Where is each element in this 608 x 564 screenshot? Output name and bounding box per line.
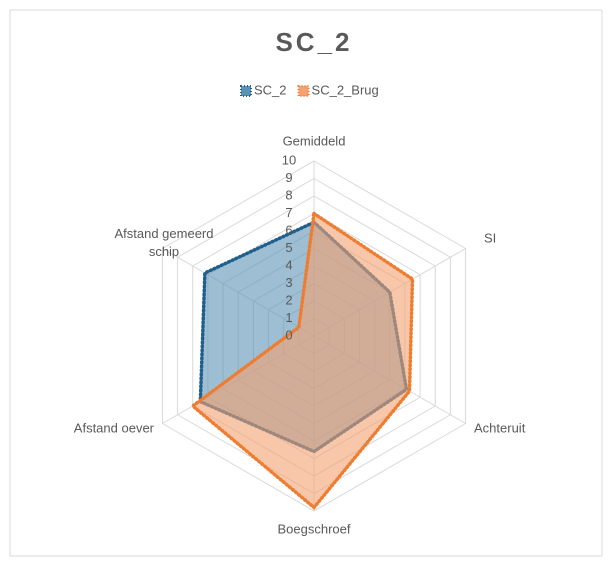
- tick-label: 4: [285, 257, 292, 272]
- tick-label: 1: [285, 310, 292, 325]
- legend-swatch: [240, 85, 252, 97]
- tick-label: 5: [285, 240, 292, 255]
- tick-label: 10: [282, 152, 296, 167]
- category-label: Afstand gemeerd schip: [114, 226, 213, 259]
- category-label: Gemiddeld: [283, 133, 346, 148]
- category-label-line: Afstand gemeerd: [114, 226, 213, 241]
- legend-label: SC_2_Brug: [312, 82, 379, 97]
- legend-label: SC_2: [254, 82, 287, 97]
- category-label: SI: [484, 230, 496, 245]
- chart-title: SC_2: [275, 27, 352, 57]
- tick-label: 9: [285, 170, 292, 185]
- category-label: Achteruit: [474, 420, 526, 435]
- category-label: Afstand oever: [74, 420, 155, 435]
- tick-label: 3: [285, 275, 292, 290]
- tick-label: 2: [285, 292, 292, 307]
- tick-label: 0: [285, 327, 292, 342]
- series-area: [189, 210, 415, 510]
- tick-label: 7: [285, 205, 292, 220]
- tick-label: 8: [285, 187, 292, 202]
- category-label-line: schip: [149, 244, 179, 259]
- tick-label: 6: [285, 222, 292, 237]
- legend-swatch: [297, 85, 310, 97]
- legend: SC_2 SC_2_Brug: [240, 82, 379, 97]
- category-label: Boegschroef: [278, 521, 351, 536]
